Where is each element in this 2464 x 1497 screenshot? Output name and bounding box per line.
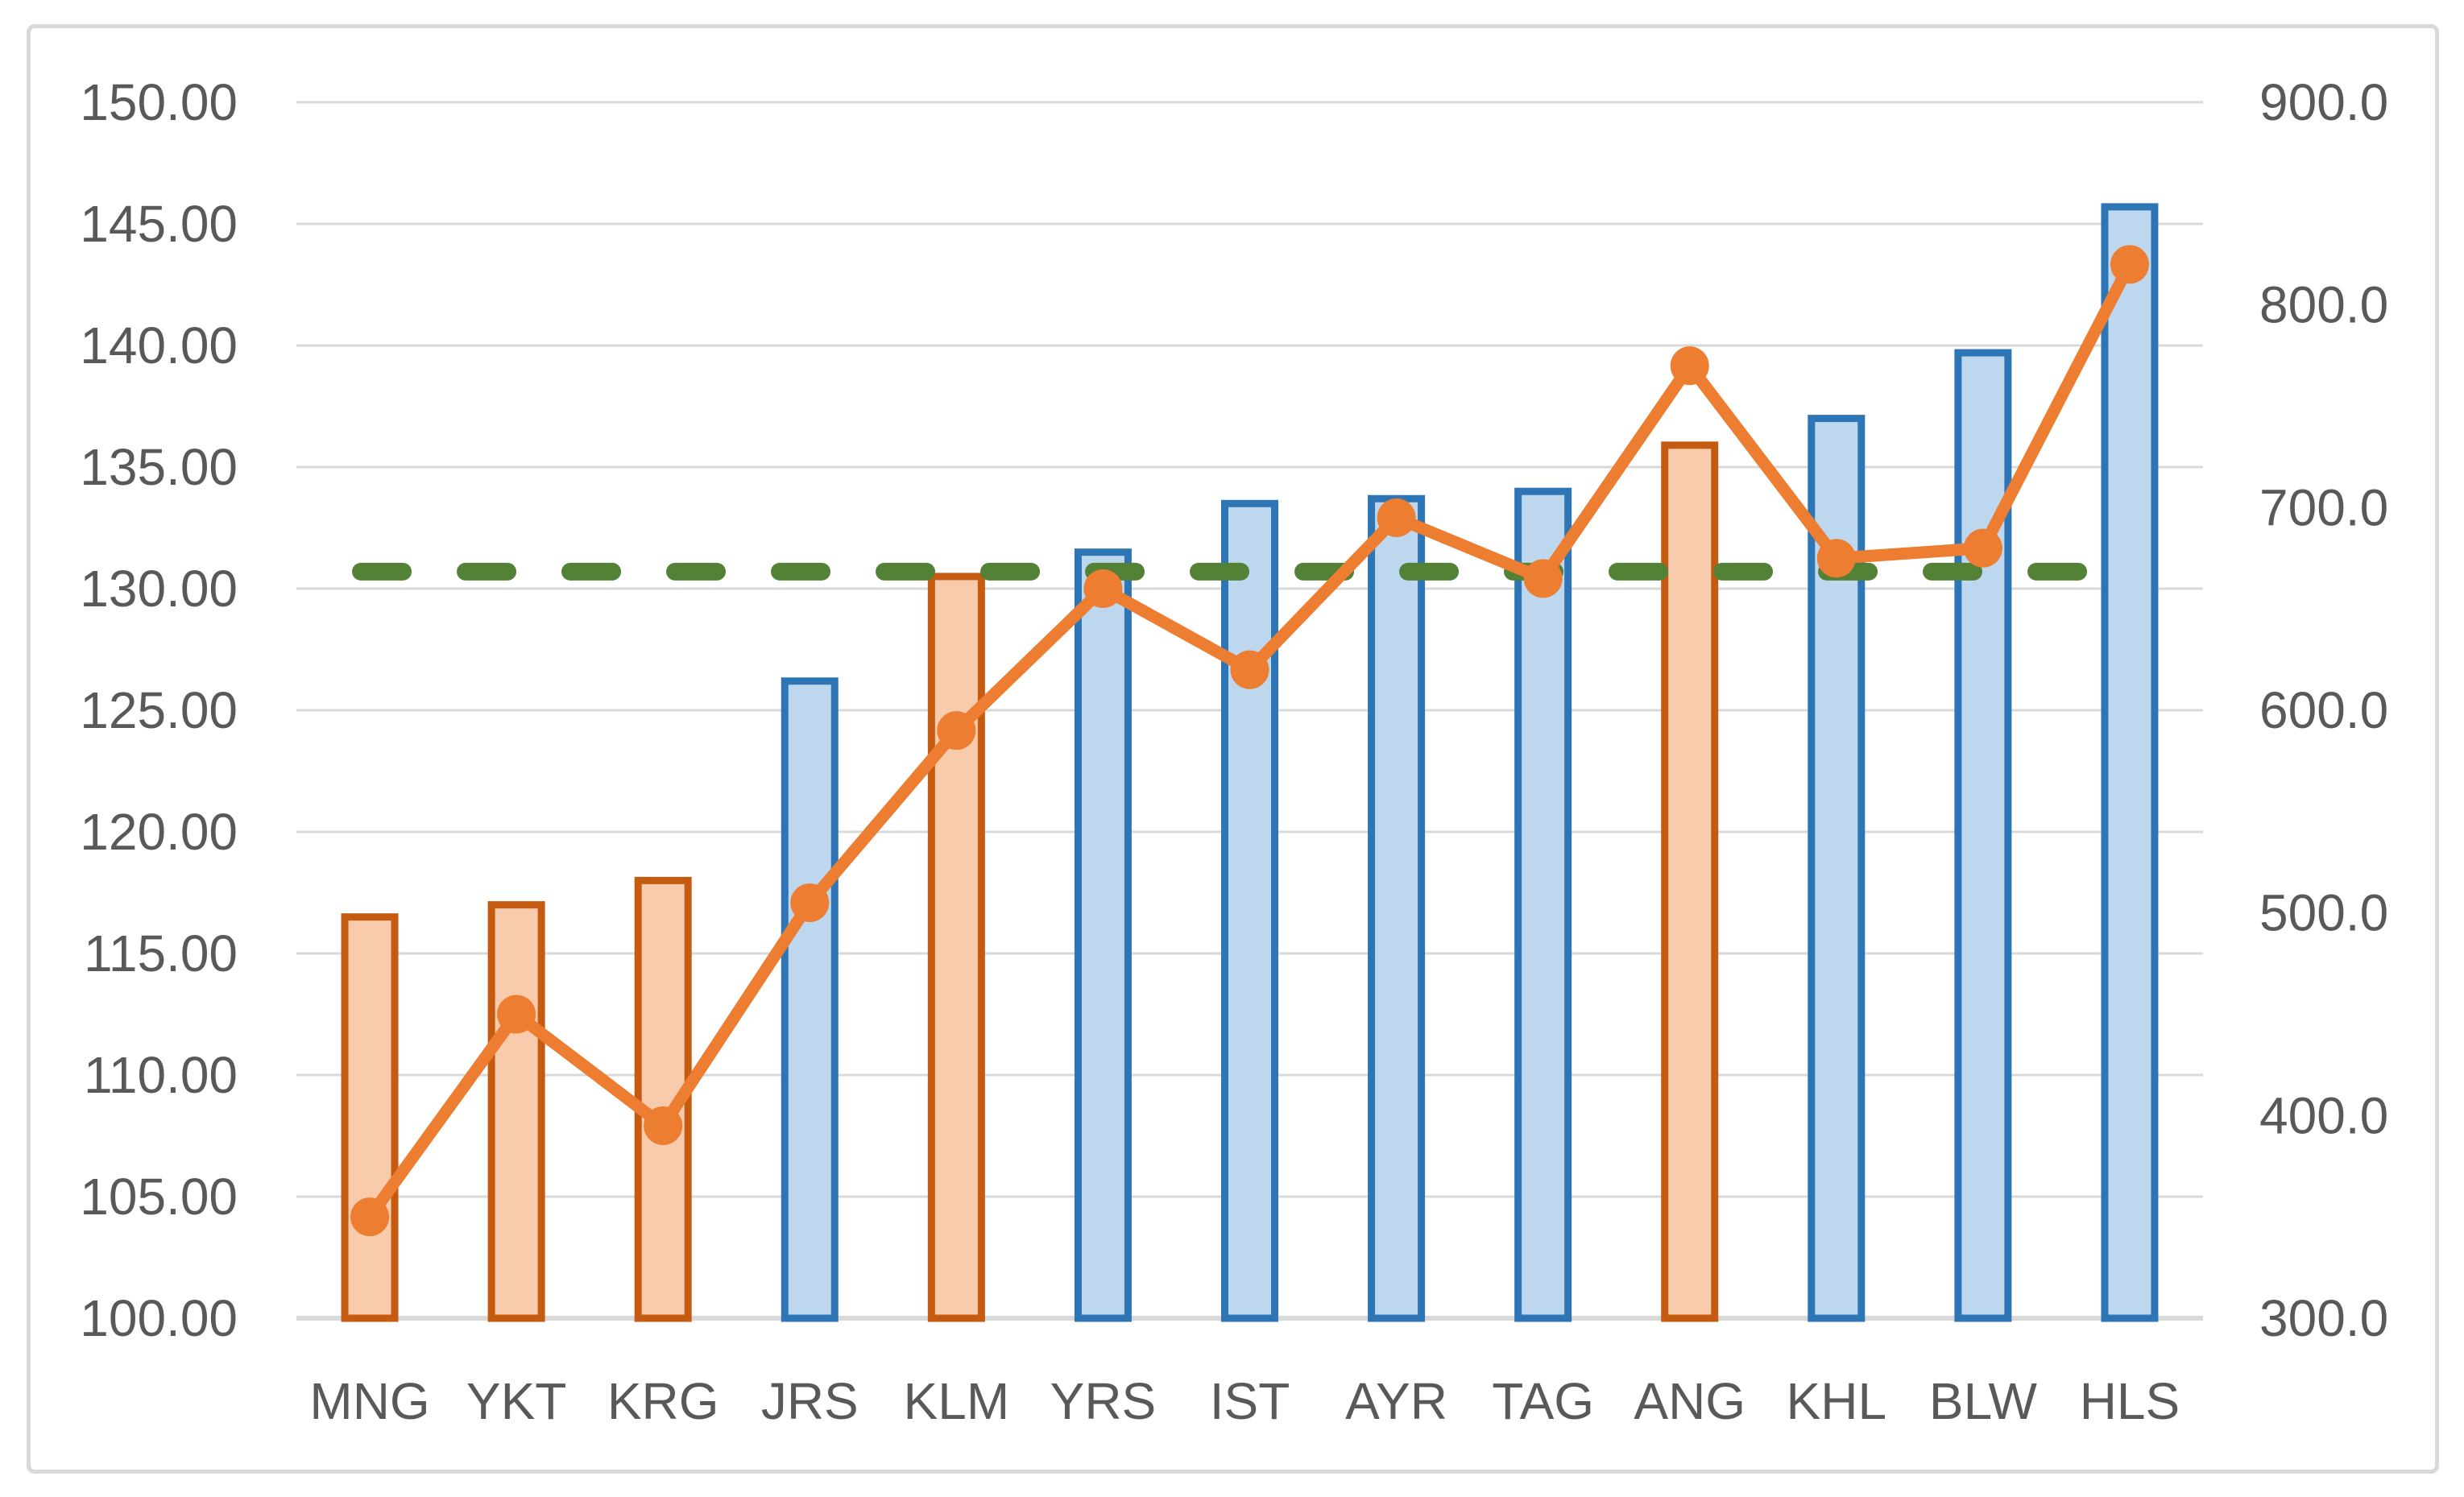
- x-axis-label-yrs: YRS: [1050, 1372, 1157, 1430]
- y-axis-right-tick-label: 500.0: [2259, 884, 2388, 942]
- bar-blw[interactable]: [1954, 349, 2012, 1322]
- line-marker-ang[interactable]: [1670, 346, 1709, 386]
- y-axis-left-tick-label: 105.00: [80, 1168, 238, 1226]
- bar-klm[interactable]: [927, 573, 985, 1322]
- bar-hls[interactable]: [2101, 203, 2159, 1322]
- line-marker-tag[interactable]: [1523, 559, 1563, 598]
- y-axis-right-tick-label: 600.0: [2259, 681, 2388, 739]
- x-axis-label-tag: TAG: [1492, 1372, 1594, 1430]
- x-axis-label-klm: KLM: [904, 1372, 1010, 1430]
- x-axis-label-ist: IST: [1210, 1372, 1290, 1430]
- line-marker-jrs[interactable]: [790, 883, 830, 923]
- line-marker-khl[interactable]: [1816, 539, 1856, 578]
- y-axis-right-tick-label: 300.0: [2259, 1289, 2388, 1347]
- y-axis-left-tick-label: 115.00: [84, 924, 238, 982]
- line-marker-yrs[interactable]: [1083, 569, 1123, 608]
- y-axis-left-tick-label: 130.00: [80, 560, 238, 618]
- x-axis-label-jrs: JRS: [761, 1372, 859, 1430]
- x-axis-label-blw: BLW: [1929, 1372, 2038, 1430]
- line-marker-ykt[interactable]: [497, 995, 536, 1034]
- y-axis-left-tick-label: 145.00: [80, 195, 238, 253]
- y-axis-right-tick-label: 700.0: [2259, 478, 2388, 536]
- bar-yrs[interactable]: [1074, 548, 1132, 1322]
- y-axis-left-tick-label: 125.00: [80, 681, 238, 739]
- bar-ayr[interactable]: [1368, 494, 1426, 1322]
- x-axis-label-hls: HLS: [2080, 1372, 2180, 1430]
- bar-ist[interactable]: [1221, 499, 1278, 1322]
- x-axis-label-mng: MNG: [309, 1372, 429, 1430]
- x-axis-label-ayr: AYR: [1345, 1372, 1447, 1430]
- line-marker-krg[interactable]: [644, 1106, 683, 1145]
- x-axis-label-krg: KRG: [607, 1372, 719, 1430]
- y-axis-right-tick-label: 400.0: [2259, 1086, 2388, 1144]
- bar-ang[interactable]: [1661, 441, 1719, 1322]
- bar-tag[interactable]: [1514, 487, 1572, 1322]
- line-marker-ayr[interactable]: [1377, 498, 1416, 537]
- y-axis-left-tick-label: 110.00: [84, 1046, 238, 1104]
- x-axis-label-khl: KHL: [1787, 1372, 1887, 1430]
- line-marker-klm[interactable]: [937, 711, 976, 751]
- y-axis-right-tick-label: 800.0: [2259, 276, 2388, 334]
- line-marker-hls[interactable]: [2110, 245, 2149, 284]
- bar-jrs[interactable]: [781, 677, 839, 1322]
- y-axis-left-tick-label: 100.00: [80, 1289, 238, 1347]
- bar-ykt[interactable]: [487, 901, 545, 1322]
- line-marker-blw[interactable]: [1963, 528, 2002, 568]
- y-axis-left-tick-label: 120.00: [80, 803, 238, 861]
- y-axis-left-tick-label: 140.00: [80, 316, 238, 374]
- x-axis-label-ang: ANG: [1634, 1372, 1746, 1430]
- x-axis-label-ykt: YKT: [466, 1372, 566, 1430]
- y-axis-left-tick-label: 135.00: [80, 438, 238, 496]
- y-axis-left-tick-label: 150.00: [80, 73, 238, 131]
- line-marker-mng[interactable]: [350, 1197, 390, 1237]
- line-marker-ist[interactable]: [1230, 650, 1269, 689]
- y-axis-right-tick-label: 900.0: [2259, 73, 2388, 131]
- bar-mng[interactable]: [341, 913, 399, 1322]
